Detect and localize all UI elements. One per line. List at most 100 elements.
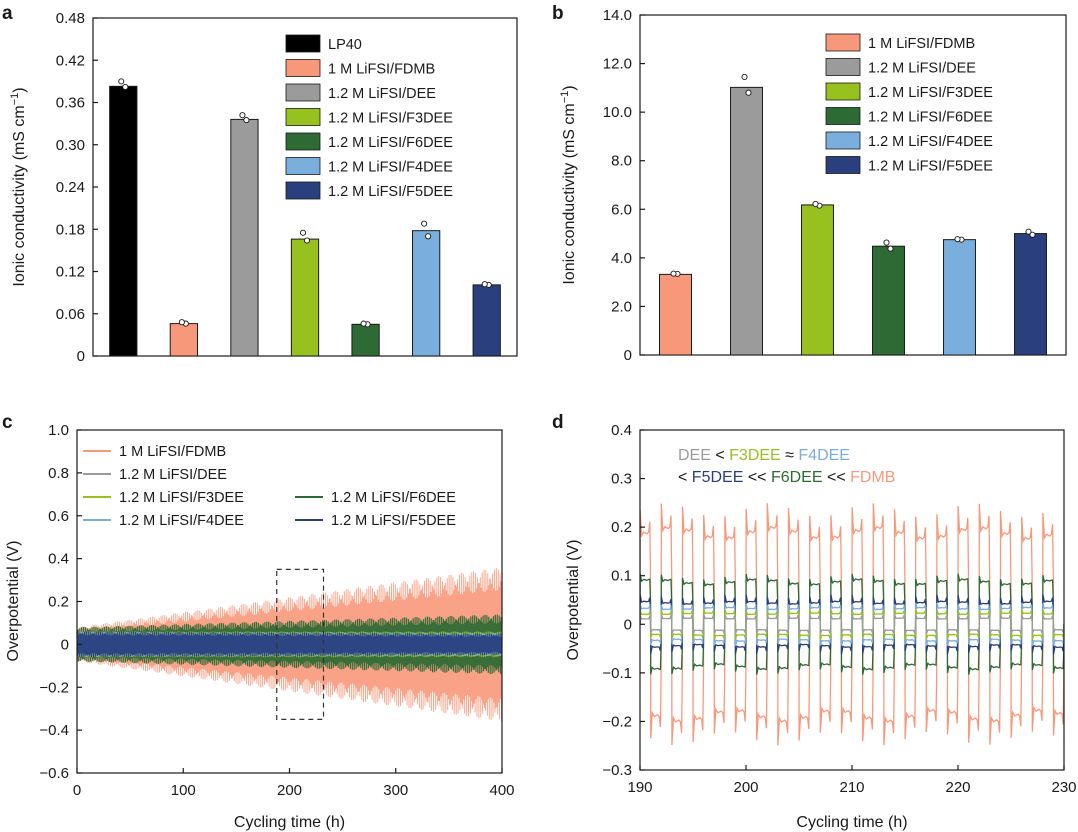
y-tick-label: 0	[61, 636, 69, 653]
legend-label: 1.2 M LiFSI/DEE	[868, 61, 976, 77]
legend-label: 1 M LiFSI/FDMB	[119, 444, 226, 460]
bar	[659, 273, 692, 356]
y-axis-label: Overpotential (V)	[565, 540, 582, 661]
y-axis-label: Overpotential (V)	[5, 541, 22, 662]
data-point	[425, 233, 432, 240]
legend-label: 1.2 M LiFSI/F3DEE	[328, 111, 453, 127]
x-axis-label: Cycling time (h)	[796, 814, 907, 831]
data-point	[118, 78, 125, 85]
bar	[169, 323, 198, 357]
y-tick-label: 12.0	[603, 56, 632, 73]
data-point	[303, 237, 311, 244]
bar	[230, 118, 259, 357]
series-line	[76, 631, 503, 658]
y-tick-label: 0.6	[48, 508, 69, 525]
data-point	[360, 320, 367, 327]
x-tick-label: 200	[277, 782, 302, 799]
bar	[943, 239, 976, 356]
legend-label: 1.2 M LiFSI/F6DEE	[328, 135, 453, 151]
bar	[412, 230, 441, 357]
legend-label: 1.2 M LiFSI/F5DEE	[331, 513, 456, 529]
legend-swatch	[825, 58, 861, 76]
y-tick-label: 10.0	[603, 104, 632, 121]
y-tick-label: 0.4	[48, 551, 69, 568]
legend-swatch	[285, 157, 321, 175]
legend-swatch	[285, 181, 321, 200]
x-tick-label: 400	[489, 782, 514, 799]
legend-label: 1.2 M LiFSI/F3DEE	[868, 85, 993, 101]
panel-letter-a: a	[2, 3, 13, 24]
bar	[730, 86, 763, 356]
bar	[109, 85, 138, 357]
zoom-region-box	[276, 568, 325, 721]
legend-swatch	[825, 131, 861, 150]
data-point	[887, 245, 894, 252]
chart-b: 0 2.0 4.0 6.0 8.0 10.0 12.0 14.0 1 M LiFSI/FDMB 1…	[559, 7, 1067, 364]
y-axis-label: Ionic conductivity (mS cm−1)	[9, 87, 28, 286]
y-axis-label: Ionic conductivity (mS cm−1)	[559, 85, 578, 284]
y-tick-label: 0.8	[48, 465, 69, 482]
y-tick-label: 0.36	[56, 95, 85, 112]
data-point	[299, 229, 307, 236]
annotation-line: < F5DEE << F6DEE << FDMB	[678, 469, 895, 486]
x-tick-label: 0	[73, 782, 81, 799]
legend-label: 1.2 M LiFSI/F5DEE	[328, 184, 453, 200]
data-point	[670, 270, 677, 277]
x-tick-label: 100	[171, 782, 196, 799]
y-tick-label: 0.2	[48, 594, 69, 611]
y-tick-label: 0.24	[56, 179, 85, 196]
y-tick-label: −0.1	[602, 665, 632, 682]
data-point	[954, 236, 961, 243]
y-tick-label: 0.12	[56, 264, 85, 281]
x-tick-label: 220	[945, 779, 970, 796]
x-tick-label: 210	[839, 779, 864, 796]
y-tick-label: 0.18	[56, 221, 85, 238]
legend-label: 1.2 M LiFSI/F5DEE	[868, 159, 993, 175]
y-tick-label: −0.3	[602, 762, 632, 779]
legend-swatch	[285, 83, 321, 102]
x-tick-label: 300	[383, 782, 408, 799]
series-line	[76, 631, 503, 658]
chart-a: 0 0.06 0.12 0.18 0.24 0.30 0.36 0.42 0.48 LP40 1 M…	[9, 10, 518, 365]
y-tick-label: 4.0	[611, 250, 632, 267]
series-line	[640, 613, 1064, 636]
data-point	[741, 73, 748, 80]
y-tick-label: −0.6	[39, 765, 69, 782]
legend-label: 1.2 M LiFSI/F6DEE	[331, 490, 456, 506]
legend-swatch	[825, 107, 861, 125]
legend-swatch	[825, 82, 861, 101]
data-point	[883, 239, 890, 246]
legend-swatch	[285, 132, 321, 151]
legend-label: 1.2 M LiFSI/DEE	[328, 86, 436, 102]
legend-label: 1.2 M LiFSI/F6DEE	[868, 110, 993, 126]
bar	[290, 238, 320, 357]
y-tick-label: 0.06	[56, 306, 85, 323]
y-tick-label: 6.0	[611, 201, 632, 218]
x-tick-label: 200	[733, 779, 758, 796]
annotation-line: DEE < F3DEE ≈ F4DEE	[678, 447, 850, 464]
data-point	[481, 281, 488, 288]
data-point	[178, 319, 185, 326]
x-tick-label: 190	[627, 779, 652, 796]
y-tick-label: 0.3	[611, 471, 632, 488]
legend-swatch	[825, 156, 861, 174]
bar	[472, 284, 501, 357]
bar	[351, 323, 380, 357]
legend-label: 1.2 M LiFSI/F3DEE	[119, 490, 244, 506]
legend-label: 1 M LiFSI/FDMB	[328, 62, 435, 78]
chart-c: −0.6 −0.4 −0.2 0 0.2 0.4 0.6 0.8 1.0 0 100 200 300 40…	[5, 422, 515, 831]
y-tick-label: 1.0	[48, 422, 69, 439]
chart-d: −0.3 −0.2 −0.1 0 0.1 0.2 0.3 0.4 190 200 210 220 230…	[565, 422, 1077, 831]
y-tick-label: 0	[624, 347, 632, 364]
legend-label: 1.2 M LiFSI/F4DEE	[328, 160, 453, 176]
legend-label: 1.2 M LiFSI/F4DEE	[119, 513, 244, 529]
y-tick-label: 0.30	[56, 137, 85, 154]
series-group	[640, 503, 1064, 746]
data-point	[239, 112, 246, 119]
data-point	[745, 89, 752, 96]
legend-swatch	[285, 108, 321, 126]
y-tick-label: 0.42	[56, 52, 85, 69]
series-line	[76, 567, 503, 722]
y-tick-label: 0.4	[611, 422, 632, 439]
